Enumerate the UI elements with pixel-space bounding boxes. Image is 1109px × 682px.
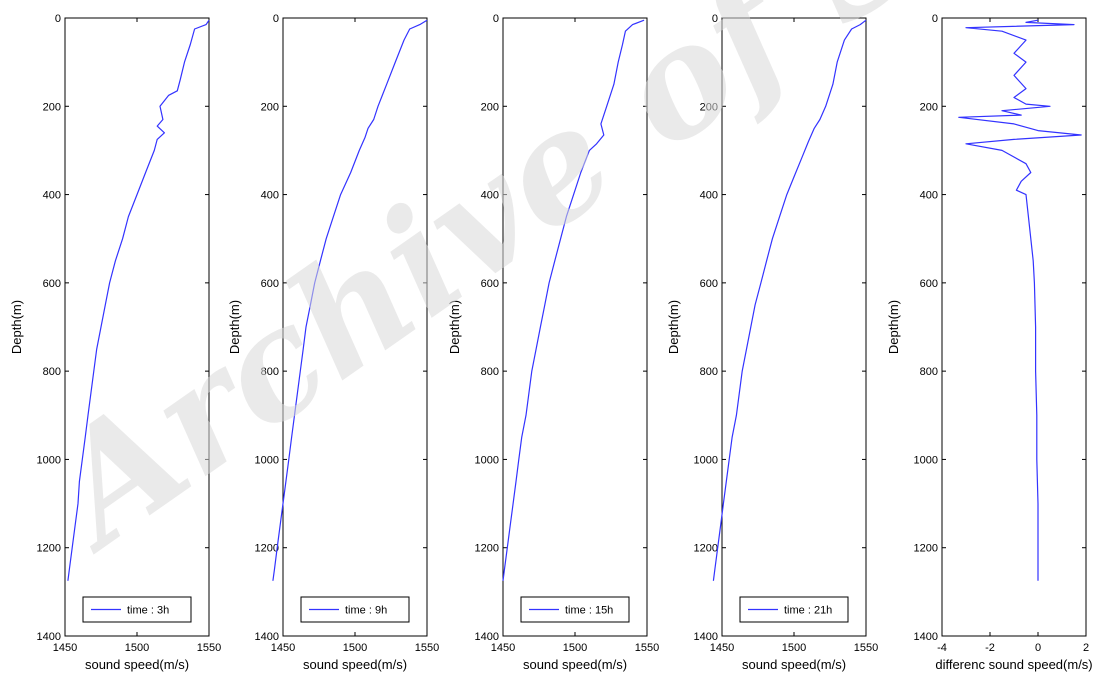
y-tick-label: 200: [43, 101, 61, 113]
y-axis-label: Depth(m): [447, 300, 462, 354]
x-tick-label: 1450: [53, 642, 77, 654]
y-tick-label: 0: [493, 13, 499, 25]
y-tick-label: 200: [261, 101, 279, 113]
y-tick-label: 1400: [255, 631, 279, 643]
x-tick-label: 1450: [491, 642, 515, 654]
y-tick-label: 1000: [694, 454, 718, 466]
y-tick-label: 1400: [694, 631, 718, 643]
y-tick-label: 1200: [475, 543, 499, 555]
y-tick-label: 1200: [255, 543, 279, 555]
y-tick-label: 1400: [37, 631, 61, 643]
y-tick-label: 600: [481, 278, 499, 290]
axes-box: [941, 17, 1087, 637]
y-tick-label: 1400: [914, 631, 938, 643]
x-axis-label: sound speed(m/s): [742, 657, 846, 672]
series-line-1: [272, 19, 428, 581]
x-tick-label: 1550: [197, 642, 221, 654]
y-tick-label: 400: [43, 190, 61, 202]
series-line-1: [958, 19, 1082, 581]
x-tick-label: 1500: [343, 642, 367, 654]
y-tick-label: 800: [481, 366, 499, 378]
x-axis-label: sound speed(m/s): [85, 657, 189, 672]
y-axis-label: Depth(m): [9, 300, 24, 354]
legend: time : 9h: [300, 596, 410, 623]
y-tick-label: 1200: [914, 543, 938, 555]
x-tick-label: 1500: [563, 642, 587, 654]
y-tick-label: 0: [712, 13, 718, 25]
y-axis-label: Depth(m): [227, 300, 242, 354]
y-axis-label: Depth(m): [886, 300, 901, 354]
x-tick-label: 1550: [635, 642, 659, 654]
y-tick-label: 400: [920, 190, 938, 202]
y-tick-label: 1200: [694, 543, 718, 555]
y-tick-label: 0: [55, 13, 61, 25]
series-line-1: [67, 19, 210, 581]
y-tick-label: 1000: [914, 454, 938, 466]
y-tick-label: 200: [920, 101, 938, 113]
y-tick-label: 800: [261, 366, 279, 378]
legend-label: time : 15h: [565, 605, 613, 617]
y-tick-label: 1000: [37, 454, 61, 466]
y-tick-label: 1400: [475, 631, 499, 643]
series-line-1: [502, 19, 645, 581]
y-axis-label: Depth(m): [666, 300, 681, 354]
x-tick-label: 1500: [782, 642, 806, 654]
y-tick-label: 400: [261, 190, 279, 202]
x-axis-label: sound speed(m/s): [303, 657, 407, 672]
x-tick-label: 1500: [125, 642, 149, 654]
legend: time : 3h: [82, 596, 192, 623]
x-tick-label: 2: [1083, 642, 1089, 654]
y-tick-label: 600: [43, 278, 61, 290]
x-axis-label: differenc sound speed(m/s): [935, 657, 1092, 672]
y-tick-label: 600: [261, 278, 279, 290]
y-tick-label: 600: [700, 278, 718, 290]
x-tick-label: 1450: [710, 642, 734, 654]
series-line-1: [712, 19, 867, 581]
x-tick-label: 0: [1035, 642, 1041, 654]
x-tick-label: 1450: [271, 642, 295, 654]
x-tick-label: -2: [985, 642, 995, 654]
y-tick-label: 600: [920, 278, 938, 290]
y-tick-label: 0: [932, 13, 938, 25]
y-tick-label: 800: [700, 366, 718, 378]
y-tick-label: 1000: [475, 454, 499, 466]
y-tick-label: 200: [481, 101, 499, 113]
y-tick-label: 1000: [255, 454, 279, 466]
y-tick-label: 800: [43, 366, 61, 378]
x-tick-label: 1550: [854, 642, 878, 654]
legend-label: time : 3h: [127, 605, 169, 617]
y-tick-label: 800: [920, 366, 938, 378]
legend: time : 21h: [739, 596, 849, 623]
y-tick-label: 1200: [37, 543, 61, 555]
legend-label: time : 21h: [784, 605, 832, 617]
y-tick-label: 200: [700, 101, 718, 113]
x-axis-label: sound speed(m/s): [523, 657, 627, 672]
y-tick-label: 400: [481, 190, 499, 202]
x-tick-label: 1550: [415, 642, 439, 654]
chart-panel-5: 0 200 400 600 800 1000 1200 1400-4 -2 0 2 differenc…: [886, 13, 1093, 672]
watermark-text: Archive of SID: [13, 0, 1109, 584]
y-tick-label: 0: [273, 13, 279, 25]
legend: time : 15h: [520, 596, 630, 623]
legend-label: time : 9h: [345, 605, 387, 617]
x-tick-label: -4: [937, 642, 947, 654]
y-tick-label: 400: [700, 190, 718, 202]
